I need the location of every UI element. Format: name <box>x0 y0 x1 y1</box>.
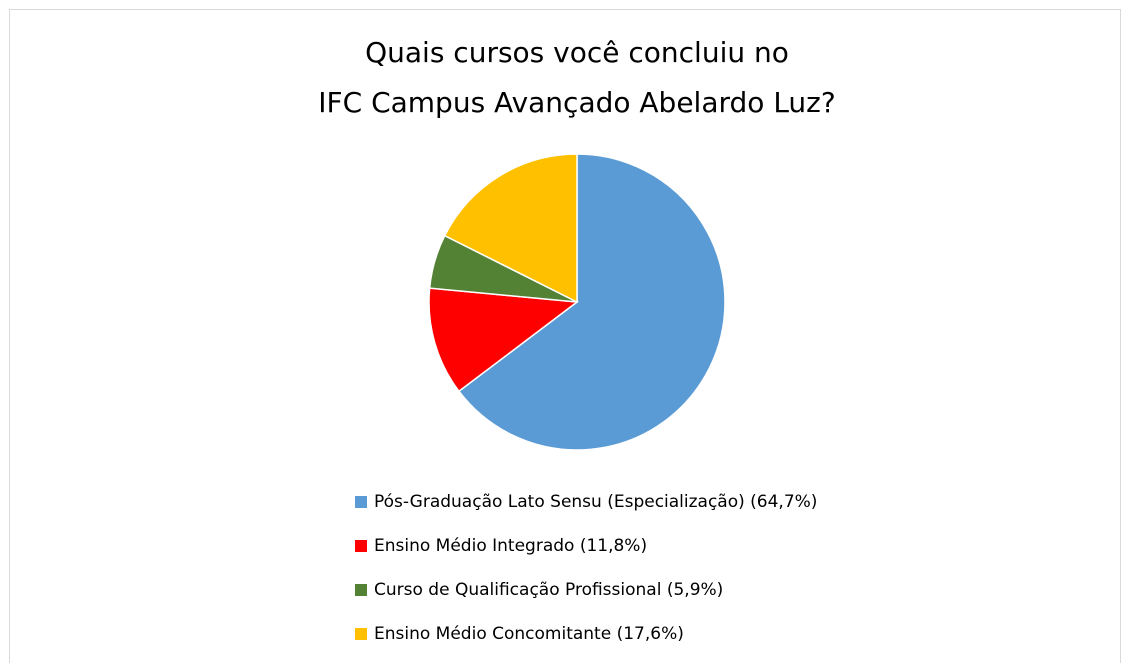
legend-swatch <box>355 540 367 552</box>
legend-swatch <box>355 584 367 596</box>
legend-label: Ensino Médio Integrado (11,8%) <box>374 536 647 556</box>
chart-title: IFC Campus Avançado Abelardo Luz? <box>318 86 835 119</box>
pie-slice <box>457 153 726 451</box>
pie-slice <box>428 287 579 393</box>
legend-swatch <box>355 496 367 508</box>
legend-swatch <box>355 628 367 640</box>
legend-label: Curso de Qualificação Profissional (5,9%… <box>374 580 723 600</box>
pie-slice <box>443 153 578 304</box>
legend-label: Ensino Médio Concomitante (17,6%) <box>374 624 684 644</box>
chart-title: Quais cursos você concluiu no <box>365 36 789 69</box>
legend-label: Pós-Graduação Lato Sensu (Especialização… <box>374 492 817 512</box>
